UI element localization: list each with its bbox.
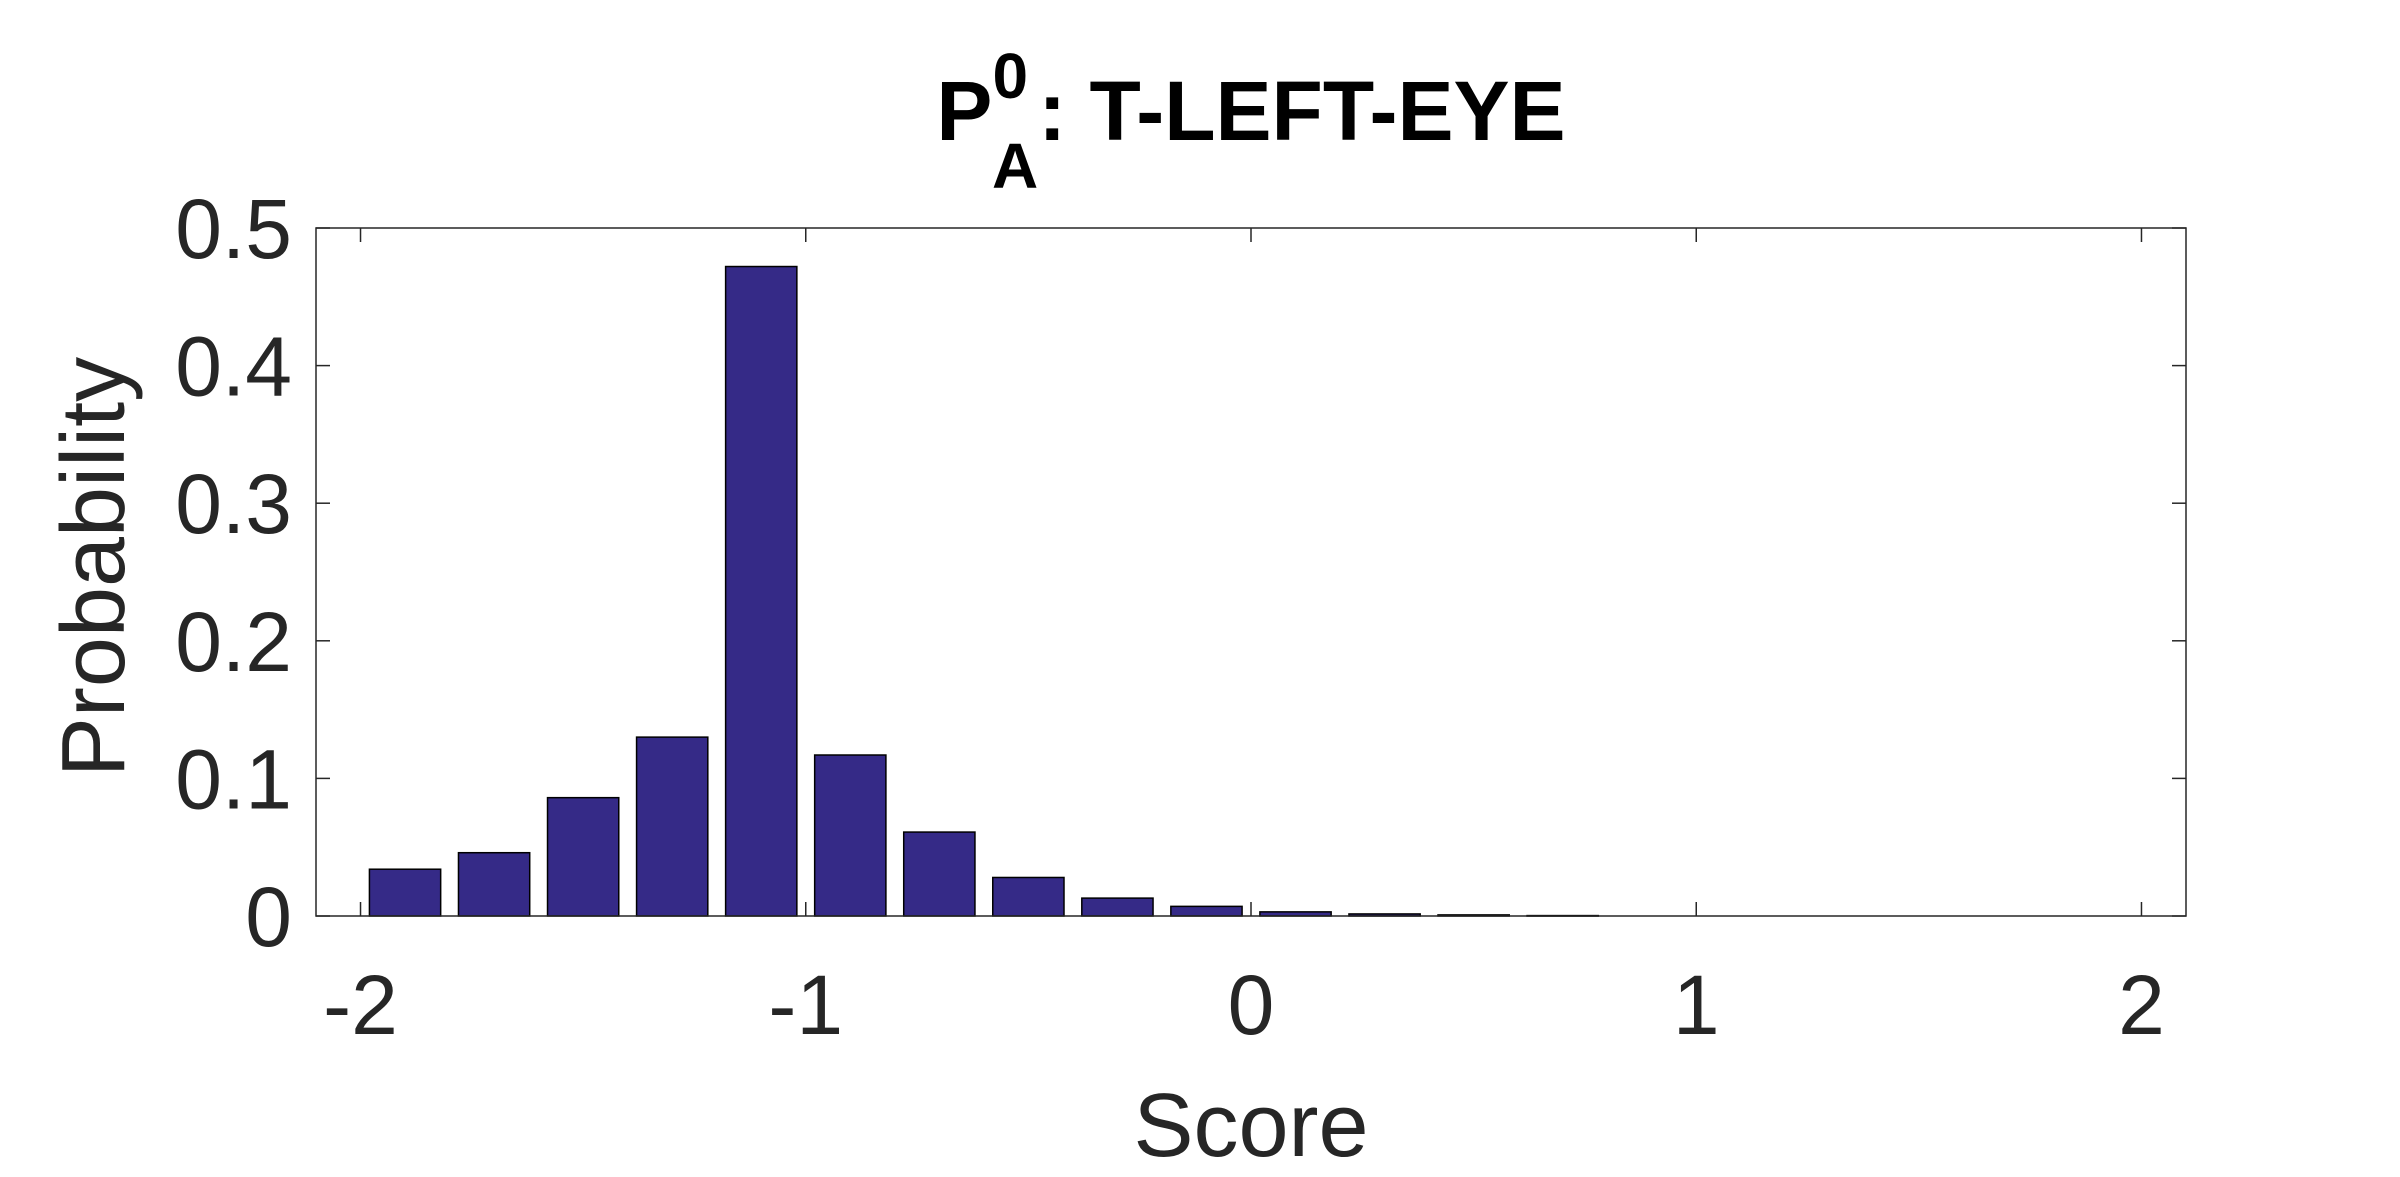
x-tick-label-2: 0: [1228, 958, 1275, 1052]
histogram-bar-2: [546, 796, 620, 917]
histogram-bar-3: [635, 736, 709, 917]
histogram-bar-5: [813, 754, 887, 917]
y-tick-label-3: 0.3: [175, 457, 292, 551]
title-rest: : T-LEFT-EYE: [1038, 64, 1565, 158]
ticks-layer: -2 -1 0 1 2 0 0.1 0.2 0.3 0.4 0.5: [175, 182, 2186, 1052]
chart-title: P0 A: T-LEFT-EYE: [936, 40, 1565, 202]
histogram-bar-1: [457, 851, 531, 917]
histogram-bar-0: [368, 868, 442, 917]
x-tick-label-1: -1: [768, 958, 843, 1052]
y-tick-label-5: 0.5: [175, 182, 292, 276]
histogram-bar-8: [1081, 897, 1154, 917]
y-axis-label: Probability: [44, 357, 144, 777]
histogram-bar-4: [724, 265, 798, 917]
histogram-bar-6: [902, 831, 976, 917]
histogram-bar-7: [992, 876, 1065, 917]
bars-layer: [368, 265, 1600, 917]
histogram-bar-9: [1170, 905, 1243, 917]
y-tick-label-4: 0.4: [175, 320, 292, 414]
x-tick-label-4: 2: [2118, 958, 2165, 1052]
y-tick-label-1: 0.1: [175, 732, 292, 826]
x-tick-label-0: -2: [323, 958, 398, 1052]
y-tick-label-0: 0: [245, 870, 292, 964]
x-tick-label-3: 1: [1673, 958, 1720, 1052]
y-tick-label-2: 0.2: [175, 595, 292, 689]
title-superscript: 0: [992, 40, 1028, 112]
title-subscript: A: [992, 130, 1038, 202]
plot-area-frame: [315, 227, 2187, 917]
title-main: P: [936, 64, 992, 158]
x-axis-label: Score: [1133, 1076, 1368, 1172]
